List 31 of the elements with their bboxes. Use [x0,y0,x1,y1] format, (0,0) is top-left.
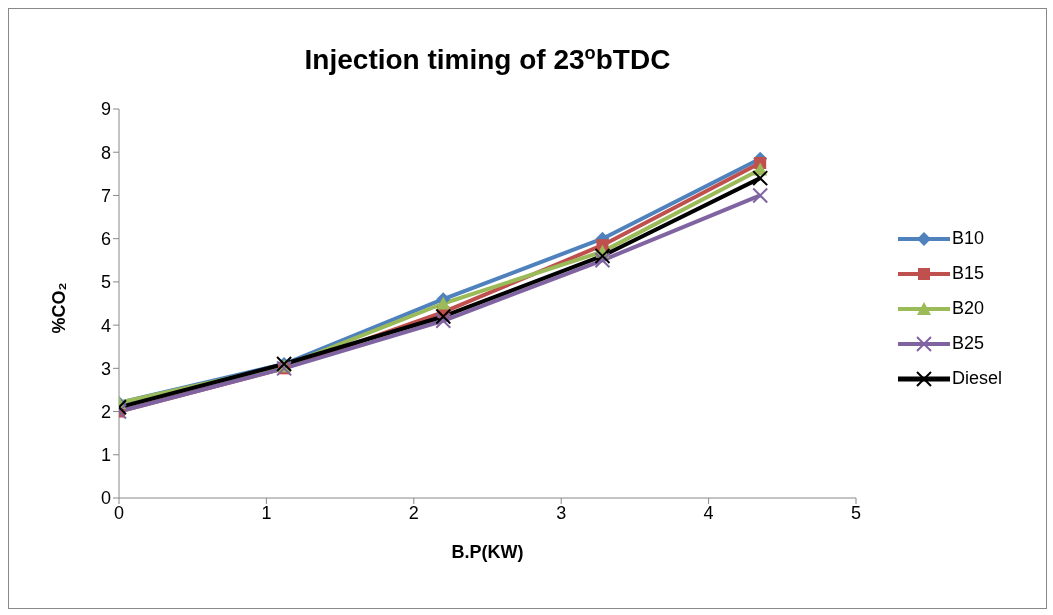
x-tick-label: 4 [703,502,714,523]
x-tick-label: 3 [556,502,567,523]
point [435,312,452,329]
y-tick-label: 2 [100,401,111,422]
x-axis-title: B.P(KW) [451,542,524,562]
y-axis-title: %CO₂ [49,282,70,334]
point [752,170,769,187]
point [594,252,611,269]
legend-label: B25 [952,333,985,354]
chart-title: Injection timing of 23$^{o}$bTDC [304,43,671,75]
y-tick-label: 6 [100,229,111,250]
point [752,187,769,204]
legend-label: B10 [952,228,985,249]
legend-label: Diesel [952,368,1003,389]
legend-label: B20 [952,298,985,319]
y-tick-label: 3 [100,358,111,379]
x-tick-label: 1 [261,502,272,523]
x-tick-label: 0 [113,502,125,523]
legend-label: B15 [952,263,985,284]
x-tick-label: 5 [850,502,862,523]
y-tick-label: 0 [100,488,111,509]
y-tick-label: 7 [100,185,111,206]
point [594,247,611,264]
y-tick-label: 1 [100,445,111,466]
point [435,308,452,325]
y-tick-label: 4 [100,315,111,336]
y-tick-label: 9 [100,99,111,120]
y-tick-label: 8 [100,142,111,163]
y-tick-label: 5 [100,272,111,293]
x-tick-label: 2 [408,502,419,523]
point [436,296,451,310]
